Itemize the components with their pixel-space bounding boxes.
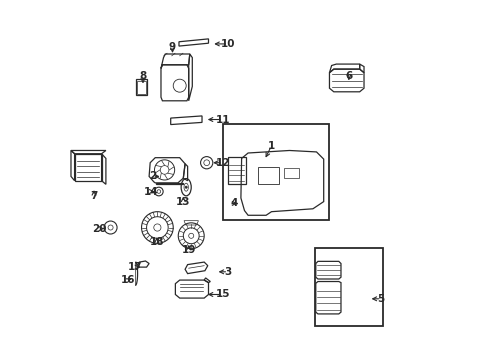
Text: 3: 3 bbox=[224, 267, 231, 277]
Text: 1: 1 bbox=[267, 141, 275, 151]
Text: 16: 16 bbox=[121, 275, 135, 285]
Bar bbox=[136, 79, 147, 95]
Bar bbox=[228, 157, 245, 184]
Text: 6: 6 bbox=[345, 71, 352, 81]
Bar bbox=[75, 154, 102, 181]
Text: 13: 13 bbox=[176, 197, 190, 207]
Text: 20: 20 bbox=[92, 224, 107, 234]
Bar bbox=[258, 167, 279, 184]
Text: 5: 5 bbox=[377, 294, 384, 304]
Polygon shape bbox=[179, 39, 208, 46]
Text: 17: 17 bbox=[127, 262, 142, 272]
Bar bbox=[314, 248, 382, 326]
Text: 12: 12 bbox=[215, 158, 230, 168]
Text: 14: 14 bbox=[143, 186, 158, 197]
Circle shape bbox=[185, 186, 187, 188]
Bar bbox=[284, 168, 298, 178]
Bar bbox=[223, 124, 328, 220]
Text: 15: 15 bbox=[215, 289, 230, 300]
Text: 2: 2 bbox=[149, 171, 156, 181]
Text: 10: 10 bbox=[221, 39, 235, 49]
Text: 8: 8 bbox=[139, 71, 146, 81]
Text: 7: 7 bbox=[90, 191, 98, 201]
Text: 9: 9 bbox=[168, 42, 176, 52]
Text: 19: 19 bbox=[181, 245, 196, 255]
Text: 18: 18 bbox=[149, 237, 163, 247]
Polygon shape bbox=[170, 116, 202, 125]
Bar bbox=[137, 81, 145, 94]
Text: 11: 11 bbox=[215, 114, 230, 125]
Text: 4: 4 bbox=[229, 198, 237, 208]
